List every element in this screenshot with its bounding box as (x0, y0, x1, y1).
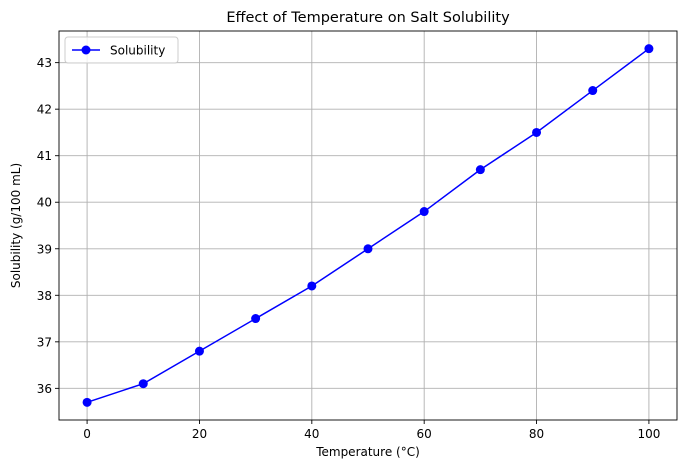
x-axis-ticks: 0 20 40 60 80 100 (83, 420, 660, 441)
x-axis-label: Temperature (°C) (315, 445, 420, 459)
data-point (82, 397, 92, 407)
data-point (588, 86, 598, 96)
x-tick-label: 20 (192, 427, 207, 441)
legend-label: Solubility (110, 44, 165, 58)
y-tick-label: 43 (37, 56, 52, 70)
x-tick-label: 0 (83, 427, 91, 441)
y-tick-label: 38 (37, 289, 52, 303)
data-point (194, 346, 204, 356)
y-tick-label: 41 (37, 149, 52, 163)
plot-frame (58, 30, 678, 421)
data-point (475, 165, 485, 175)
x-tick-label: 40 (304, 427, 319, 441)
data-point (251, 314, 261, 324)
y-tick-label: 37 (37, 335, 52, 349)
y-tick-label: 39 (37, 242, 52, 256)
x-tick-label: 80 (529, 427, 544, 441)
data-point (363, 244, 373, 254)
data-point (307, 281, 317, 291)
x-tick-label: 60 (417, 427, 432, 441)
data-point (419, 207, 429, 217)
legend: Solubility (64, 36, 179, 64)
y-axis-ticks: 36 37 38 39 40 41 42 43 (37, 56, 59, 396)
legend-marker-swatch (81, 45, 91, 55)
chart-title: Effect of Temperature on Salt Solubility (226, 10, 510, 26)
x-tick-label: 100 (637, 427, 660, 441)
data-point (532, 127, 542, 137)
y-tick-label: 36 (37, 382, 52, 396)
data-point (644, 44, 654, 54)
y-tick-label: 42 (37, 103, 52, 117)
y-axis-label: Solubility (g/100 mL) (9, 163, 23, 288)
legend-box (64, 36, 179, 64)
series-layer (82, 44, 654, 407)
data-point (138, 379, 148, 389)
y-tick-label: 40 (37, 196, 52, 210)
